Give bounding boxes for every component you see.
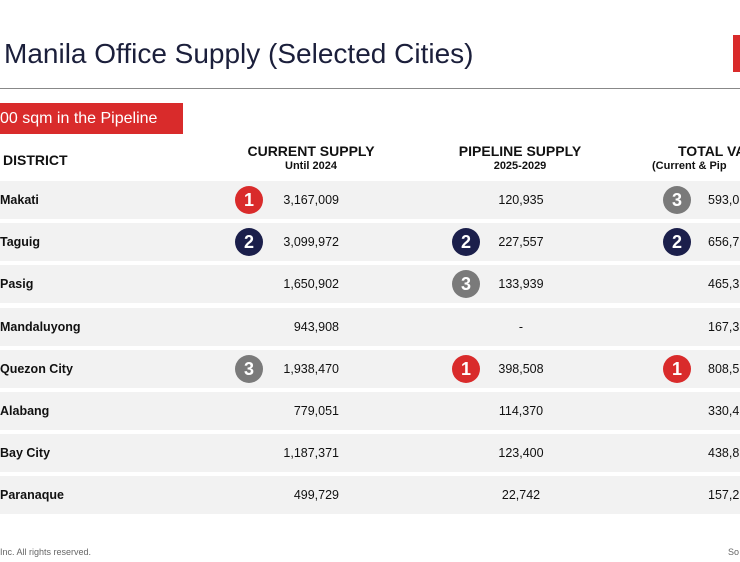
table-row	[0, 181, 740, 219]
divider	[0, 88, 740, 89]
pipeline-supply: 114,370	[498, 404, 544, 418]
table-row	[0, 434, 740, 473]
table-row	[0, 476, 740, 515]
current-supply: 3,167,009	[283, 193, 339, 207]
total-value: 593,0	[708, 193, 740, 207]
pipeline-supply: -	[518, 319, 524, 334]
district: Alabang	[0, 404, 50, 418]
col-subheader: Until 2024	[285, 160, 337, 172]
current-supply: 779,051	[293, 404, 339, 418]
rank-badge: 3	[663, 186, 691, 214]
table-row	[0, 307, 740, 346]
rank-badge: 1	[235, 186, 263, 214]
current-supply: 1,938,470	[283, 361, 339, 376]
pipeline-badge: 00 sqm in the Pipeline	[0, 103, 183, 134]
col-subheader: (Current & Pip	[652, 160, 727, 172]
district: Pasig	[0, 277, 34, 292]
col-header: CURRENT SUPPLY	[247, 143, 375, 159]
col-header: DISTRICT	[3, 152, 68, 168]
total-value: 656,7	[708, 235, 740, 250]
pipeline-supply: 120,935	[498, 193, 544, 207]
current-supply: 499,729	[293, 488, 339, 503]
district: Quezon City	[0, 361, 73, 376]
total-value: 157,2	[708, 488, 740, 503]
rank-badge: 1	[452, 354, 480, 383]
logo	[733, 35, 740, 72]
district: Bay City	[0, 446, 51, 461]
total-value: 808,5	[708, 361, 740, 376]
total-value: 438,8	[708, 446, 740, 461]
col-subheader: 2025-2029	[493, 160, 547, 172]
total-value: 330,4	[708, 404, 740, 418]
pipeline-supply: 133,939	[498, 277, 544, 292]
source: So	[728, 547, 740, 557]
col-header: PIPELINE SUPPLY	[458, 143, 582, 159]
district: Makati	[0, 193, 39, 207]
current-supply: 1,650,902	[283, 277, 339, 292]
district: Mandaluyong	[0, 319, 81, 334]
table-row	[0, 265, 740, 304]
district: Taguig	[0, 235, 41, 250]
current-supply: 3,099,972	[283, 235, 339, 250]
total-value: 167,3	[708, 319, 740, 334]
pipeline-supply: 22,742	[501, 488, 541, 503]
total-value: 465,3	[708, 277, 740, 292]
col-header: TOTAL VA	[678, 143, 740, 159]
district: Paranaque	[0, 488, 64, 503]
copyright: Inc. All rights reserved.	[0, 547, 92, 557]
rank-badge: 2	[235, 228, 263, 257]
rank-badge: 2	[663, 228, 691, 257]
rank-badge: 1	[663, 354, 691, 383]
rank-badge: 3	[235, 354, 263, 383]
rank-badge: 2	[452, 228, 480, 257]
pipeline-supply: 227,557	[498, 235, 544, 250]
pipeline-supply: 398,508	[498, 361, 544, 376]
current-supply: 1,187,371	[283, 446, 339, 461]
rank-badge: 3	[452, 270, 480, 299]
current-supply: 943,908	[293, 319, 339, 334]
pipeline-supply: 123,400	[498, 446, 544, 461]
table-row	[0, 349, 740, 388]
title: Manila Office Supply (Selected Cities)	[4, 38, 474, 69]
table-row	[0, 392, 740, 430]
table-row	[0, 223, 740, 262]
